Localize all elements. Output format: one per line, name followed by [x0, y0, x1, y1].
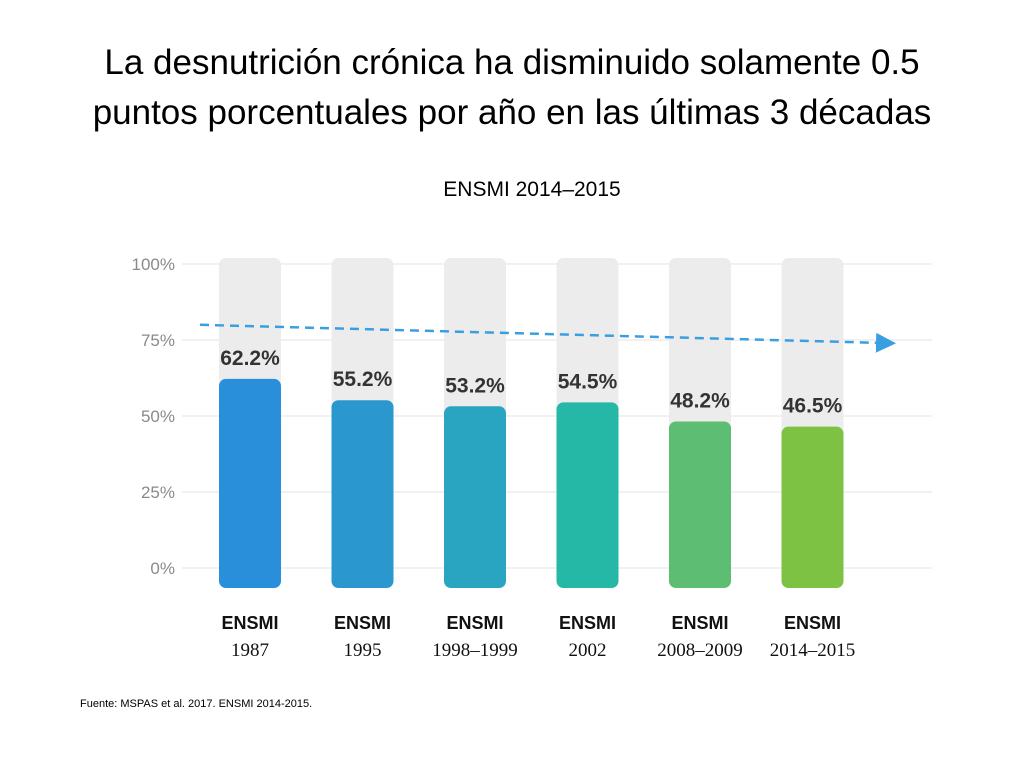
data-label: 46.5%: [783, 395, 843, 418]
x-tick-label-name: ENSMI: [334, 613, 391, 633]
slide-title: La desnutrición crónica ha disminuido so…: [40, 38, 984, 138]
bar: [444, 406, 506, 588]
data-label: 55.2%: [333, 368, 393, 391]
slide-title-line-1: La desnutrición crónica ha disminuido so…: [104, 43, 920, 82]
slide-title-line-2: puntos porcentuales por año en las últim…: [92, 93, 932, 132]
x-tick-label-name: ENSMI: [559, 613, 616, 633]
trend-arrow: [199, 323, 896, 353]
y-tick-label: 25%: [141, 483, 175, 502]
x-tick-label-years: 1995: [344, 640, 382, 661]
bar: [556, 402, 619, 588]
x-tick-label-name: ENSMI: [446, 613, 503, 633]
data-label: 48.2%: [670, 389, 730, 412]
x-tick-label-years: 1998–1999: [432, 640, 518, 661]
source-note: Fuente: MSPAS et al. 2017. ENSMI 2014-20…: [80, 698, 313, 710]
y-tick-label: 100%: [132, 255, 175, 274]
x-tick-label-name: ENSMI: [671, 613, 728, 633]
x-tick-label-years: 2002: [569, 640, 607, 661]
x-tick-label-name: ENSMI: [221, 613, 278, 633]
x-tick-label-name: ENSMI: [784, 613, 841, 633]
x-tick-label-years: 2008–2009: [657, 640, 743, 661]
data-label: 54.5%: [558, 370, 618, 393]
bar: [219, 378, 281, 588]
x-tick-label-years: 1987: [231, 640, 269, 661]
bar: [331, 400, 394, 588]
y-tick-label: 0%: [150, 559, 175, 578]
chart-subtitle: ENSMI 2014–2015: [443, 178, 621, 201]
y-tick-label: 50%: [141, 407, 175, 426]
bar: [669, 421, 731, 588]
data-label: 62.2%: [220, 347, 280, 370]
y-tick-label: 75%: [141, 331, 175, 350]
bar: [781, 426, 844, 588]
x-tick-label-years: 2014–2015: [770, 640, 856, 661]
data-label: 53.2%: [445, 374, 505, 397]
